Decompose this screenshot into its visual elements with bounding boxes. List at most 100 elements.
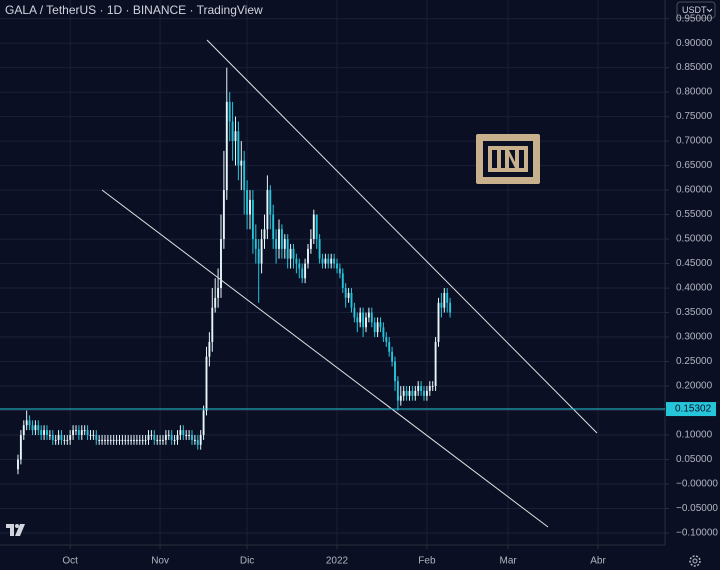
candle-body [237, 131, 240, 166]
candle-body [388, 341, 391, 352]
x-tick-label: 2022 [326, 556, 349, 567]
candle-body [28, 420, 31, 426]
tradingview-logo [6, 524, 25, 536]
candle-body [80, 430, 83, 436]
y-tick-label: 0.90000 [676, 38, 713, 49]
lower-trend-line [101, 189, 549, 528]
candle-body [414, 390, 417, 396]
candle-body [263, 229, 266, 240]
candle-body [170, 435, 173, 440]
candle-body [101, 439, 104, 441]
candle-body [396, 381, 399, 401]
candle-body [428, 386, 431, 391]
currency-caret[interactable] [706, 8, 713, 13]
candle-body [280, 229, 283, 249]
candle-body [89, 435, 92, 437]
candle-body [434, 341, 437, 387]
currency-button[interactable] [676, 1, 716, 19]
candle-body [443, 292, 446, 308]
candle-body [373, 322, 376, 333]
candle-body [46, 430, 48, 436]
candle-body [338, 268, 341, 274]
y-tick-label: 0.75000 [676, 111, 713, 122]
candle-body [57, 435, 60, 440]
candle-body [106, 439, 109, 441]
y-tick-label: 0.60000 [676, 185, 713, 196]
candle-body [150, 435, 153, 437]
candle-body [115, 439, 118, 441]
candle-body [318, 239, 321, 259]
y-tick-label: 0.40000 [676, 283, 713, 294]
chart-title: GALA / TetherUS · 1D · BINANCE · Trading… [5, 3, 263, 17]
plot-area [17, 67, 452, 475]
candle-body [411, 390, 414, 396]
candle-body [51, 435, 54, 440]
candle-body [182, 430, 185, 436]
candle-body [269, 190, 272, 215]
y-tick-label: 0.50000 [676, 234, 713, 245]
candle-body [138, 439, 141, 441]
candle-body [193, 439, 196, 441]
candle-body [48, 435, 51, 437]
candle-body [220, 239, 222, 289]
candle-body [333, 258, 336, 264]
candle-body [162, 439, 164, 441]
candle-body [130, 439, 133, 441]
candle-body [257, 248, 260, 264]
candle-body [86, 430, 89, 436]
y-tick-label: 0.35000 [676, 307, 713, 318]
candle-body [22, 425, 25, 436]
candle-body [25, 420, 28, 426]
candle-body [104, 439, 106, 441]
candle-body [391, 351, 394, 362]
candle-body [356, 317, 359, 323]
candle-body [31, 425, 34, 431]
y-tick-label: 0.05000 [676, 454, 713, 465]
candle-body [321, 258, 324, 264]
candle-body [60, 435, 63, 440]
candle-body [173, 439, 176, 441]
candle-body [69, 435, 72, 440]
candle-body [367, 312, 370, 318]
candle-body [135, 439, 138, 441]
settings-icon[interactable] [689, 555, 701, 567]
y-tick-label: 0.95000 [676, 13, 713, 24]
currency-label[interactable]: USDT [682, 5, 707, 15]
candle-body [362, 312, 365, 328]
candle-body [327, 258, 330, 264]
candle-body [359, 312, 362, 323]
x-tick-label: Feb [418, 556, 436, 567]
candle-body [19, 435, 22, 460]
x-tick-label: Oct [62, 556, 78, 567]
candle-body [112, 439, 115, 441]
candle-body [75, 430, 77, 432]
upper-trend-line [206, 39, 598, 434]
candle-body [191, 435, 193, 440]
candle-body [77, 430, 80, 436]
candle-body [440, 302, 443, 308]
candle-body [272, 214, 275, 240]
candle-body [341, 273, 344, 289]
y-tick-label: 0.55000 [676, 209, 713, 220]
candle-body [324, 258, 327, 264]
candle-body [231, 121, 234, 142]
x-tick-label: Mar [499, 556, 517, 567]
candle-body [205, 356, 208, 411]
candle-body [40, 430, 43, 436]
candle-body [275, 239, 278, 249]
x-tick-label: Abr [590, 556, 606, 567]
candle-body [66, 439, 69, 441]
y-tick-label: 0.10000 [676, 430, 713, 441]
y-tick-label: −0.00000 [676, 479, 718, 490]
candle-body [188, 435, 191, 437]
candle-body [437, 302, 440, 342]
candle-body [63, 439, 66, 441]
candle-body [379, 322, 382, 328]
candle-body [17, 459, 19, 470]
candle-body [217, 288, 220, 298]
candle-body [330, 258, 333, 264]
candle-body [37, 425, 40, 431]
y-tick-label: 0.70000 [676, 136, 713, 147]
